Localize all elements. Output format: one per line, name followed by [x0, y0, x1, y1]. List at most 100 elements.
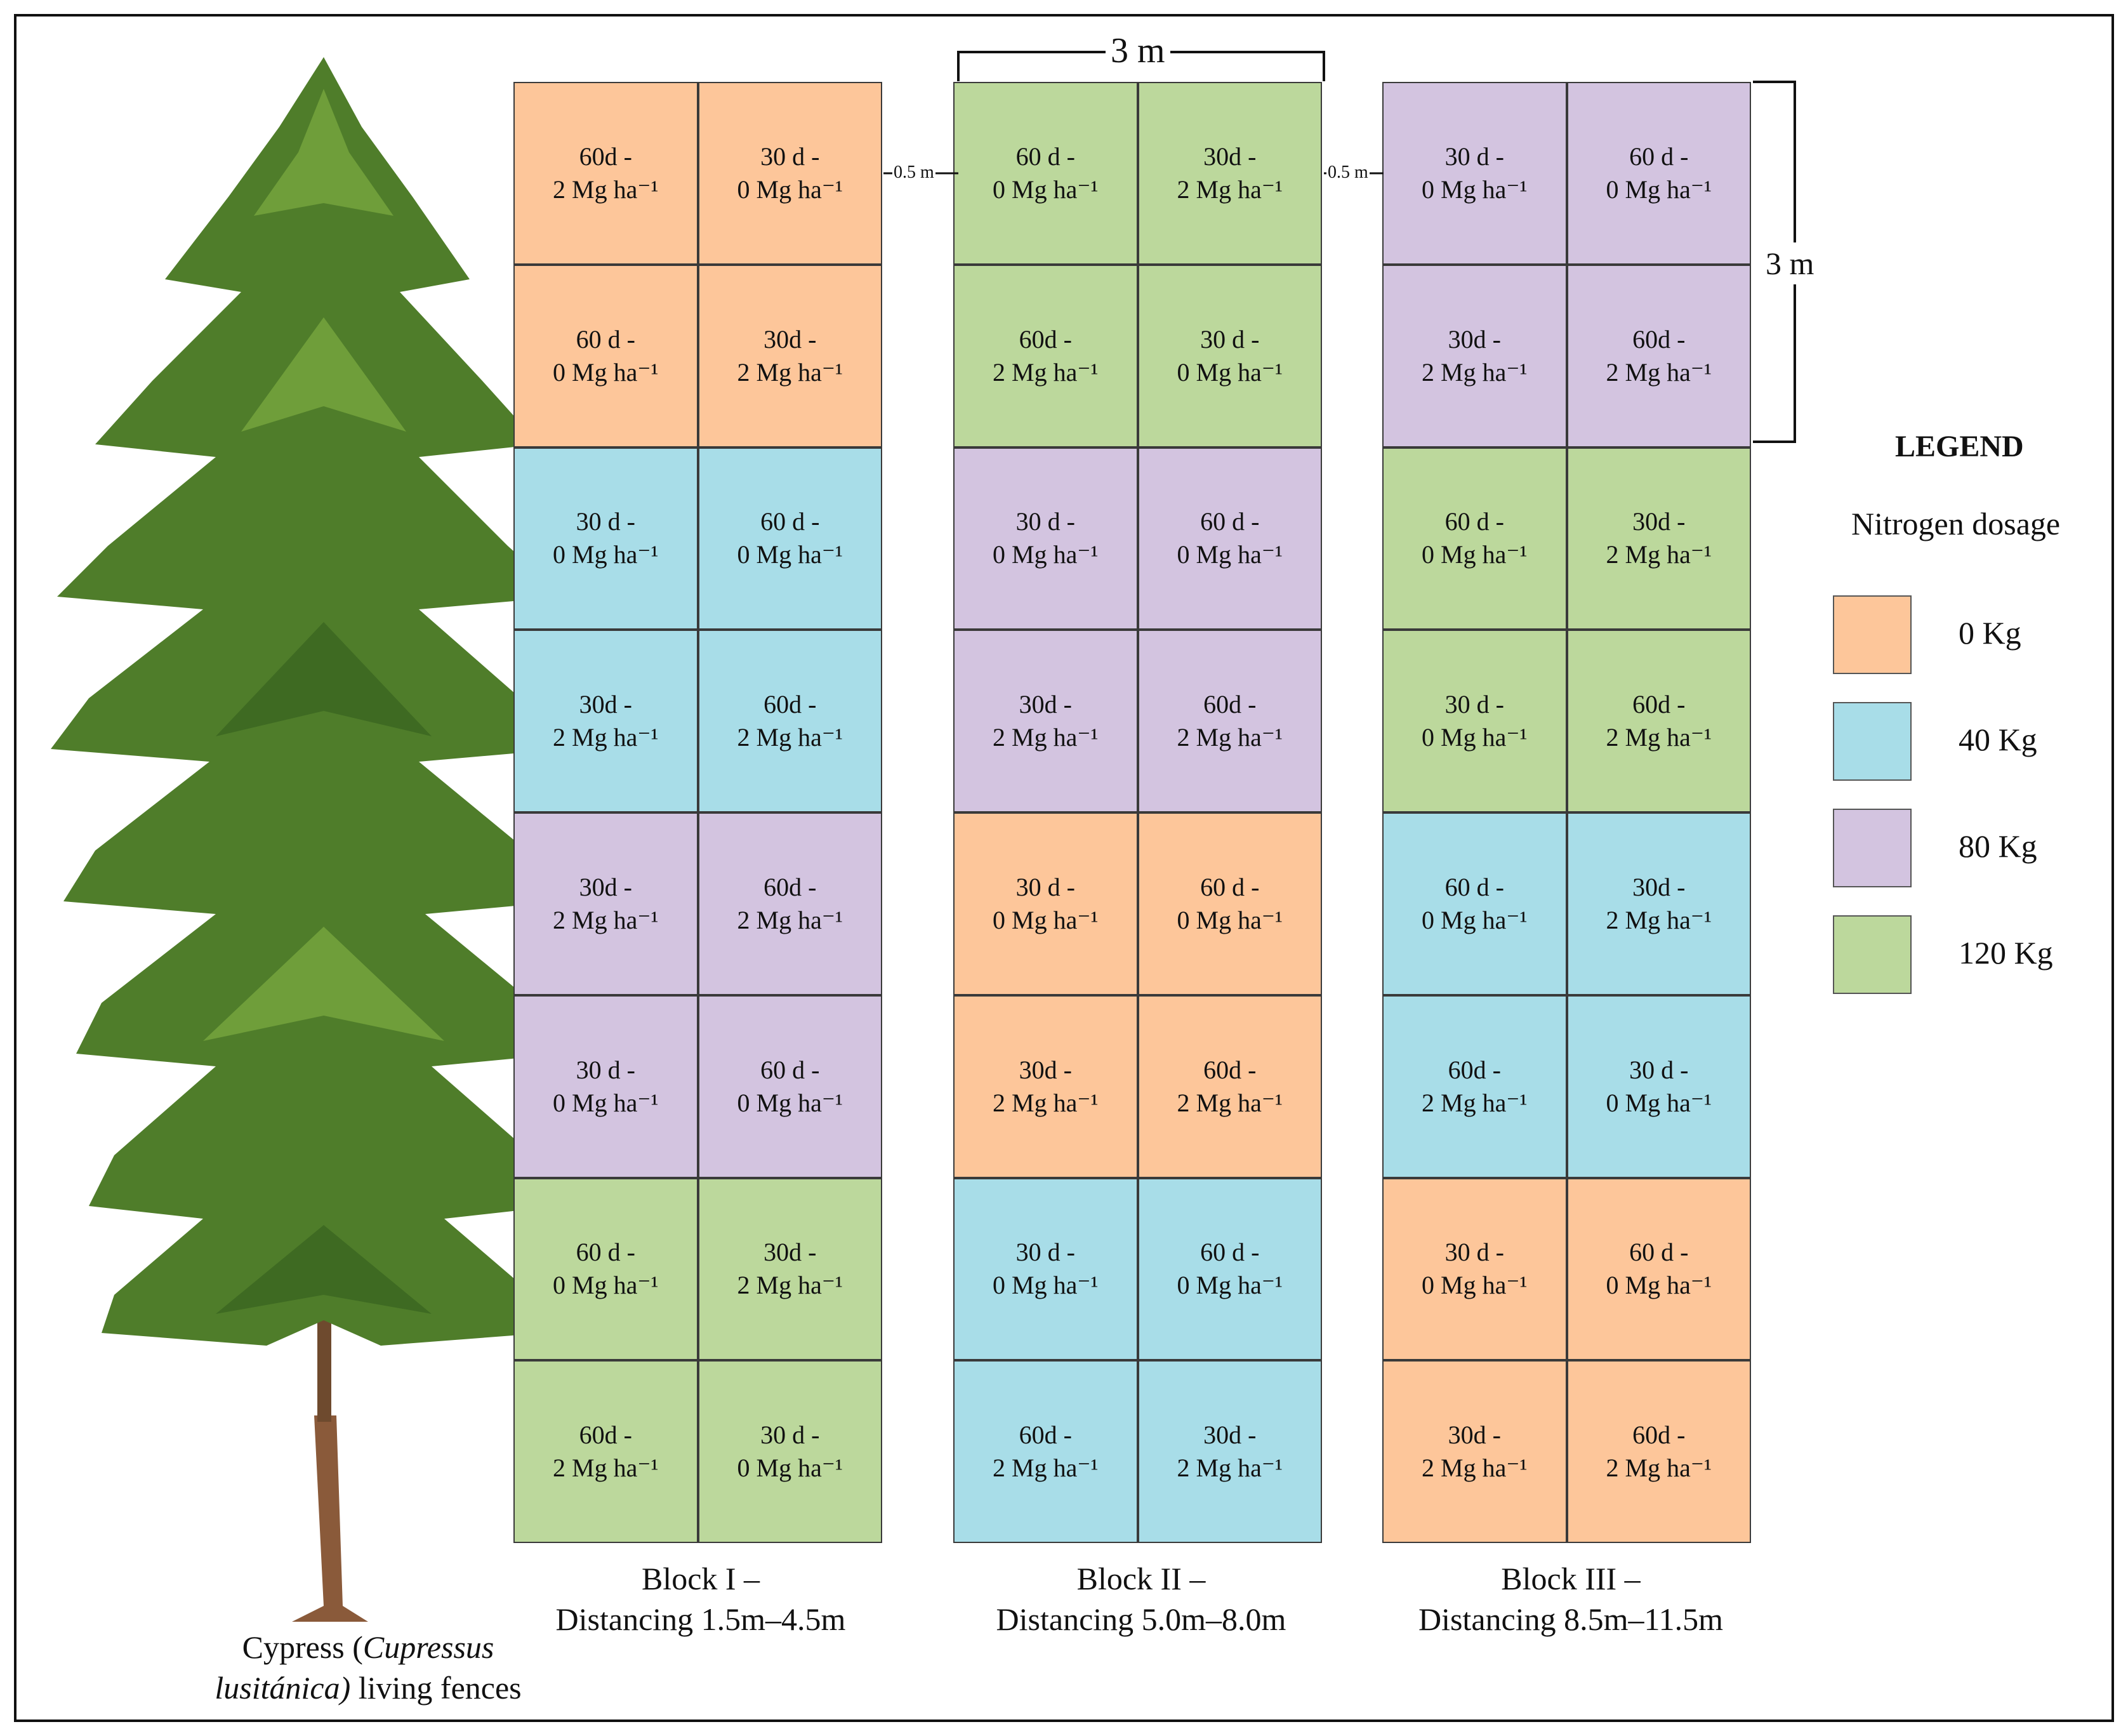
plot-cell-text: 60d -2 Mg ha⁻¹ [993, 323, 1098, 389]
caption-part1: Cypress ( [242, 1629, 363, 1665]
plot-cell: 30d - 2 Mg ha⁻¹ [1137, 82, 1322, 265]
plot-dose: 2 Mg ha⁻¹ [1606, 905, 1712, 934]
plot-timing: 30d - [1019, 1055, 1072, 1084]
tree-foliage [51, 57, 565, 1346]
plot-dose: 0 Mg ha⁻¹ [1422, 905, 1528, 934]
legend-swatch [1833, 595, 1912, 674]
plot-dose: 0 Mg ha⁻¹ [553, 1271, 659, 1300]
plot-cell: 30 d - 0 Mg ha⁻¹ [697, 1360, 882, 1543]
plot-dose: 2 Mg ha⁻¹ [1606, 540, 1712, 569]
plot-dose: 0 Mg ha⁻¹ [1422, 723, 1528, 752]
plot-dose: 2 Mg ha⁻¹ [737, 905, 843, 934]
caption-species: Cupressus lusitánica) [215, 1629, 494, 1706]
plot-cell-text: 30 d - 0 Mg ha⁻¹ [1422, 140, 1527, 206]
plot-dose: 2 Mg ha⁻¹ [1422, 1454, 1528, 1483]
block-label-2: Block II – Distancing 5.0m–8.0m [919, 1558, 1363, 1640]
plot-timing: 60d - [763, 872, 817, 901]
plot-cell-text: 60 d -0 Mg ha⁻¹ [1177, 505, 1283, 571]
plot-cell: 30 d - 0 Mg ha⁻¹ [953, 1177, 1138, 1361]
plot-timing: 30d - [1632, 872, 1686, 901]
plot-dose: 2 Mg ha⁻¹ [1606, 723, 1712, 752]
plot-cell: 30d -2 Mg ha⁻¹ [697, 264, 882, 447]
plot-dose: 0 Mg ha⁻¹ [553, 1088, 659, 1117]
cypress-tree-illustration [51, 57, 565, 1622]
plot-cell-text: 60 d -0 Mg ha⁻¹ [553, 323, 658, 389]
plot-cell-text: 60d -2 Mg ha⁻¹ [993, 1419, 1098, 1485]
plot-cell-text: 60 d -0 Mg ha⁻¹ [737, 505, 843, 571]
plot-timing: 30 d - [1444, 142, 1504, 171]
plot-timing: 60d - [1019, 324, 1072, 354]
plot-cell: 60d - 2 Mg ha⁻¹ [513, 82, 698, 265]
plot-cell: 30 d - 0 Mg ha⁻¹ [1382, 82, 1567, 265]
plot-cell: 60d - 2 Mg ha⁻¹ [1382, 995, 1567, 1178]
plot-cell-text: 60d - 2 Mg ha⁻¹ [1606, 688, 1712, 754]
plot-dose: 2 Mg ha⁻¹ [1422, 1088, 1528, 1117]
plot-timing: 60d - [763, 690, 817, 719]
plot-timing: 30 d - [1444, 1238, 1504, 1267]
plot-dose: 0 Mg ha⁻¹ [1422, 540, 1528, 569]
plot-timing: 30 d - [760, 1421, 820, 1450]
plot-dose: 0 Mg ha⁻¹ [737, 1454, 843, 1483]
plot-cell-text: 30 d - 0 Mg ha⁻¹ [1606, 1054, 1712, 1120]
legend-title: LEGEND [1895, 430, 2024, 463]
plot-timing: 60d - [1632, 1421, 1686, 1450]
plot-cell: 60d - 2 Mg ha⁻¹ [1137, 995, 1322, 1178]
plot-cell: 30d -2 Mg ha⁻¹ [1137, 1360, 1322, 1543]
plot-cell: 60 d - 0 Mg ha⁻¹ [953, 82, 1138, 265]
plot-timing: 30 d - [576, 1055, 635, 1084]
plot-cell-text: 30d - 2 Mg ha⁻¹ [553, 688, 658, 754]
plot-timing: 60d - [579, 1421, 632, 1450]
plot-dose: 2 Mg ha⁻¹ [737, 1271, 843, 1300]
plot-cell: 60 d - 0 Mg ha⁻¹ [1137, 812, 1322, 995]
plot-cell: 60d - 2 Mg ha⁻¹ [1566, 630, 1751, 812]
plot-dose: 2 Mg ha⁻¹ [1606, 1454, 1712, 1483]
plot-dose: 0 Mg ha⁻¹ [553, 357, 659, 387]
plot-cell: 30d -2 Mg ha⁻¹ [953, 630, 1138, 812]
plot-cell-text: 30 d - 0 Mg ha⁻¹ [993, 505, 1098, 571]
plot-timing: 60d - [1203, 690, 1257, 719]
plot-dose: 2 Mg ha⁻¹ [1422, 357, 1528, 387]
plot-dose: 2 Mg ha⁻¹ [553, 175, 659, 204]
plot-timing: 60 d - [1200, 1238, 1260, 1267]
legend-swatch [1833, 915, 1912, 994]
plot-cell: 30 d - 0 Mg ha⁻¹ [1382, 1177, 1567, 1361]
plot-cell: 30d - 2 Mg ha⁻¹ [1566, 812, 1751, 995]
plot-cell: 30d -2 Mg ha⁻¹ [1382, 264, 1567, 447]
plot-cell-text: 30d - 2 Mg ha⁻¹ [1177, 1419, 1283, 1485]
plot-dose: 2 Mg ha⁻¹ [553, 1454, 659, 1483]
plot-dose: 0 Mg ha⁻¹ [1177, 357, 1283, 387]
plot-cell: 60 d - 0 Mg ha⁻¹ [1137, 1177, 1322, 1361]
plot-timing: 60d - [1203, 1055, 1257, 1084]
legend-swatch [1833, 702, 1912, 781]
plot-cell: 60d - 2 Mg ha⁻¹ [513, 1360, 698, 1543]
plot-timing: 30 d - [1015, 872, 1075, 901]
plot-dose: 2 Mg ha⁻¹ [993, 1088, 1099, 1117]
plot-dose: 0 Mg ha⁻¹ [993, 175, 1099, 204]
legend-label: 80 Kg [1959, 828, 2037, 864]
caption-part2: living fences [350, 1670, 522, 1706]
plot-cell-text: 30d - 2 Mg ha⁻¹ [993, 688, 1098, 754]
plot-timing: 30d - [1448, 1421, 1501, 1450]
plot-timing: 60d - [1632, 690, 1686, 719]
plot-timing: 30d - [1203, 142, 1257, 171]
block-2: 60 d -0 Mg ha⁻¹ 30d -2 Mg ha⁻¹ 60d -2 Mg h… [953, 82, 1322, 1543]
plot-timing: 60 d - [1200, 872, 1260, 901]
plot-cell: 30d -2 Mg ha⁻¹ [1566, 447, 1751, 630]
plot-cell: 30 d - 0 Mg ha⁻¹ [513, 447, 698, 630]
plot-cell: 60 d - 0 Mg ha⁻¹ [513, 1177, 698, 1361]
plot-dose: 0 Mg ha⁻¹ [1606, 1088, 1712, 1117]
plot-cell: 60 d - 0 Mg ha⁻¹ [697, 995, 882, 1178]
plot-cell-text: 60 d -0 Mg ha⁻¹ [737, 1054, 843, 1120]
plot-dose: 2 Mg ha⁻¹ [553, 905, 659, 934]
block-label-1: Block I – Distancing 1.5m–4.5m [479, 1558, 923, 1640]
plot-cell-text: 30d - 2 Mg ha⁻¹ [1177, 140, 1283, 206]
plot-cell-text: 60d - 2 Mg ha⁻¹ [553, 1419, 658, 1485]
block-distancing: Distancing 1.5m–4.5m [555, 1601, 846, 1637]
plot-dose: 2 Mg ha⁻¹ [1177, 175, 1283, 204]
plot-timing: 30 d - [1629, 1055, 1689, 1084]
legend-subtitle: Nitrogen dosage [1851, 506, 2061, 541]
plot-timing: 60d - [1632, 324, 1686, 354]
plot-cell-text: 60d -2 Mg ha⁻¹ [1177, 1054, 1283, 1120]
plot-timing: 60 d - [1015, 142, 1075, 171]
plot-dose: 2 Mg ha⁻¹ [1177, 1454, 1283, 1483]
